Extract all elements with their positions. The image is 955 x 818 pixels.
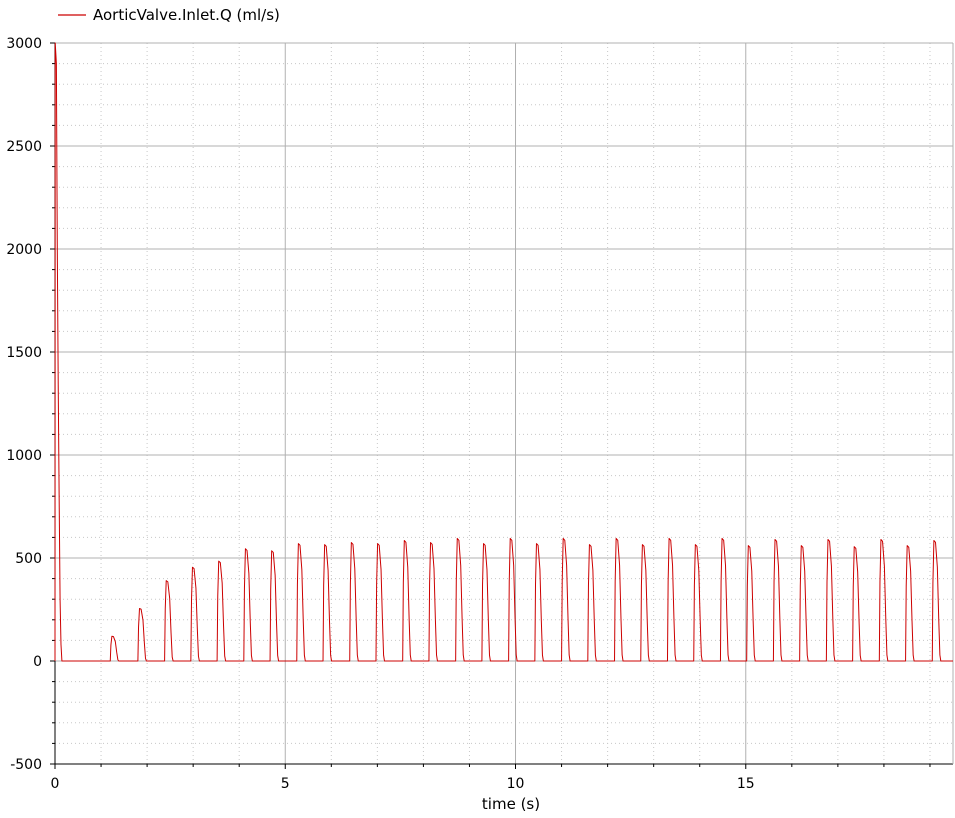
y-tick-label: 1000 (6, 448, 42, 464)
y-tick-label: 1500 (6, 345, 42, 361)
legend-label: AorticValve.Inlet.Q (ml/s) (93, 6, 280, 24)
y-tick-label: 3000 (6, 36, 42, 52)
y-tick-label: -500 (10, 757, 42, 773)
plot-frame (50, 42, 954, 769)
series-line (54, 42, 953, 662)
y-tick-label: 2000 (6, 242, 42, 258)
legend: AorticValve.Inlet.Q (ml/s) (58, 6, 280, 24)
series-layer (54, 42, 953, 662)
major-grid (55, 42, 953, 765)
x-tick-label: 10 (507, 776, 525, 792)
x-axis-title: time (s) (482, 795, 540, 813)
x-tick-label: 15 (737, 776, 755, 792)
minor-grid (55, 43, 953, 764)
x-tick-label: 5 (281, 776, 290, 792)
y-tick-label: 500 (15, 551, 42, 567)
y-tick-labels: -500 0 500 1000 1500 2000 2500 3000 (6, 36, 42, 773)
x-tick-labels: 0 5 10 15 (51, 776, 755, 792)
y-tick-label: 2500 (6, 139, 42, 155)
x-tick-label: 0 (51, 776, 60, 792)
y-tick-label: 0 (33, 654, 42, 670)
